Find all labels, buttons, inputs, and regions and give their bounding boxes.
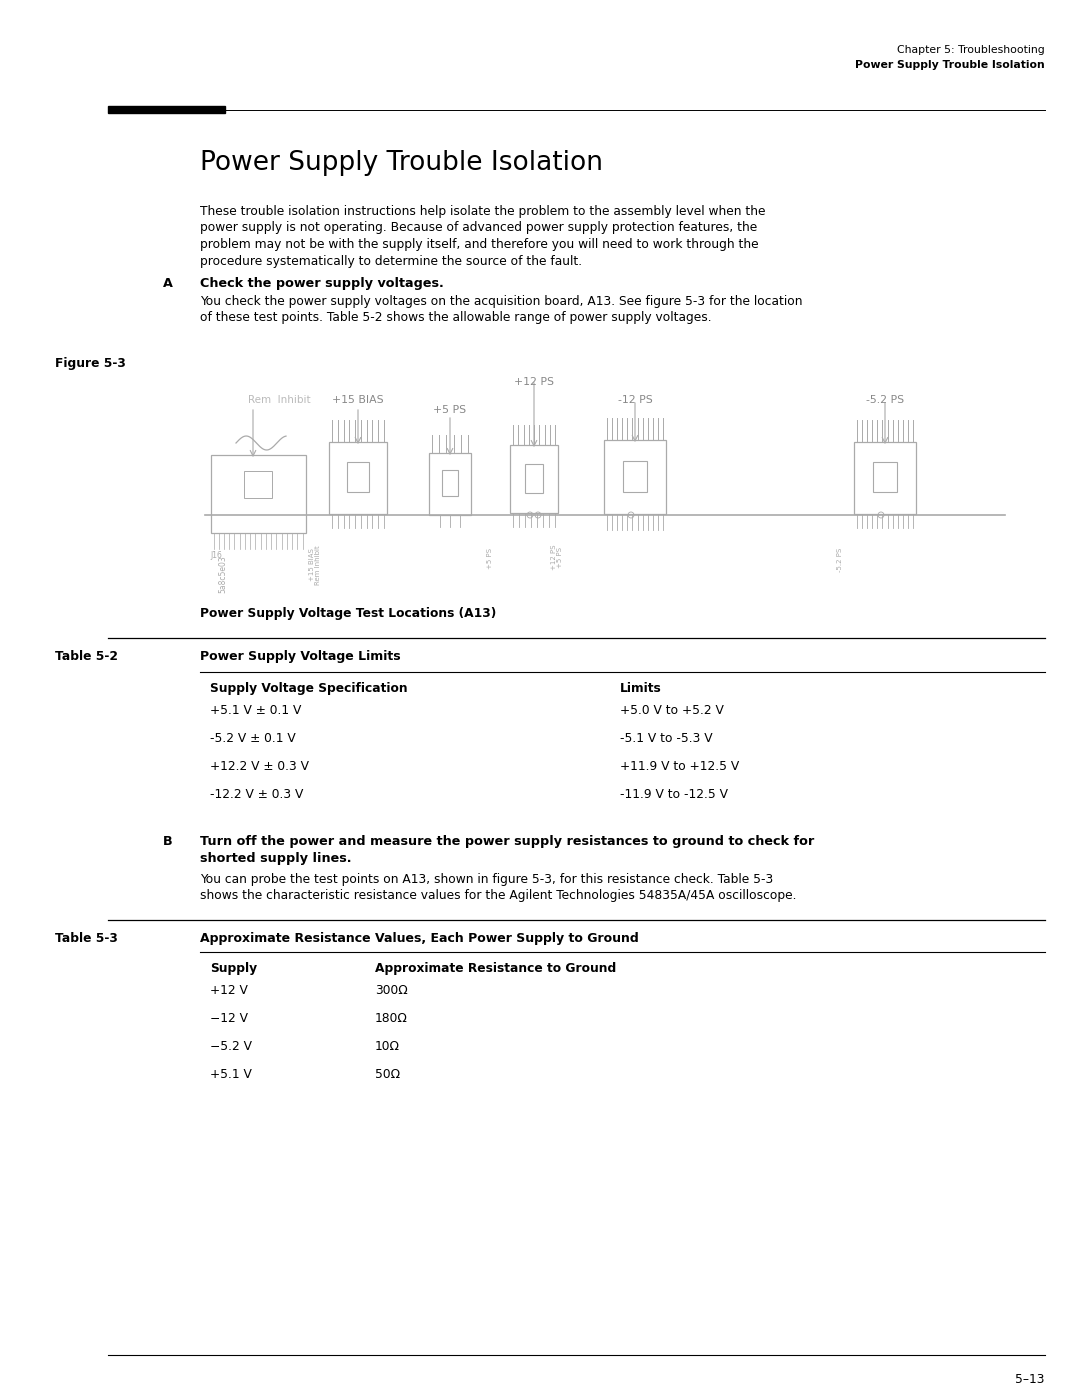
Text: problem may not be with the supply itself, and therefore you will need to work t: problem may not be with the supply itsel… bbox=[200, 237, 758, 251]
Text: Power Supply Trouble Isolation: Power Supply Trouble Isolation bbox=[855, 60, 1045, 70]
Bar bbox=[623, 461, 647, 492]
Text: power supply is not operating. Because of advanced power supply protection featu: power supply is not operating. Because o… bbox=[200, 222, 757, 235]
Text: You check the power supply voltages on the acquisition board, A13. See figure 5-: You check the power supply voltages on t… bbox=[200, 295, 802, 307]
Bar bbox=[329, 441, 387, 514]
Text: −12 V: −12 V bbox=[210, 1011, 248, 1025]
Text: +12 PS
+5 PS: +12 PS +5 PS bbox=[551, 545, 564, 570]
Text: -5.2 V ± 0.1 V: -5.2 V ± 0.1 V bbox=[210, 732, 296, 745]
Text: 180Ω: 180Ω bbox=[375, 1011, 408, 1025]
Bar bbox=[442, 471, 458, 496]
Text: You can probe the test points on A13, shown in figure 5-3, for this resistance c: You can probe the test points on A13, sh… bbox=[200, 873, 773, 886]
Text: procedure systematically to determine the source of the fault.: procedure systematically to determine th… bbox=[200, 254, 582, 267]
Text: Check the power supply voltages.: Check the power supply voltages. bbox=[200, 277, 444, 291]
Text: +12 V: +12 V bbox=[210, 983, 248, 997]
Text: Rem  Inhibit: Rem Inhibit bbox=[248, 395, 311, 405]
Text: B: B bbox=[163, 835, 173, 848]
Text: +15 BIAS
Rem Inhibit: +15 BIAS Rem Inhibit bbox=[309, 545, 322, 585]
Text: +5 PS: +5 PS bbox=[487, 548, 492, 569]
Text: Table 5-3: Table 5-3 bbox=[55, 932, 118, 944]
Bar bbox=[244, 471, 272, 497]
Bar bbox=[854, 441, 916, 514]
Text: -5.2 PS: -5.2 PS bbox=[837, 548, 843, 573]
Text: Power Supply Trouble Isolation: Power Supply Trouble Isolation bbox=[200, 149, 603, 176]
Text: Chapter 5: Troubleshooting: Chapter 5: Troubleshooting bbox=[897, 45, 1045, 54]
Text: Turn off the power and measure the power supply resistances to ground to check f: Turn off the power and measure the power… bbox=[200, 835, 814, 848]
Bar bbox=[429, 453, 471, 515]
Text: These trouble isolation instructions help isolate the problem to the assembly le: These trouble isolation instructions hel… bbox=[200, 205, 766, 218]
Text: shows the characteristic resistance values for the Agilent Technologies 54835A/4: shows the characteristic resistance valu… bbox=[200, 888, 797, 902]
Text: +5 PS: +5 PS bbox=[433, 405, 467, 415]
Bar bbox=[108, 106, 225, 113]
Text: Power Supply Voltage Limits: Power Supply Voltage Limits bbox=[200, 650, 401, 664]
Text: -5.1 V to -5.3 V: -5.1 V to -5.3 V bbox=[620, 732, 713, 745]
Text: J16: J16 bbox=[211, 550, 222, 560]
Text: +5.1 V: +5.1 V bbox=[210, 1067, 252, 1081]
Bar bbox=[604, 440, 666, 514]
Text: 50Ω: 50Ω bbox=[375, 1067, 400, 1081]
Text: Limits: Limits bbox=[620, 682, 662, 694]
Text: +12 PS: +12 PS bbox=[514, 377, 554, 387]
Text: Approximate Resistance to Ground: Approximate Resistance to Ground bbox=[375, 963, 617, 975]
Text: of these test points. Table 5-2 shows the allowable range of power supply voltag: of these test points. Table 5-2 shows th… bbox=[200, 312, 712, 324]
Text: A: A bbox=[163, 277, 173, 291]
Bar bbox=[874, 462, 896, 492]
Text: 10Ω: 10Ω bbox=[375, 1039, 400, 1053]
Text: Power Supply Voltage Test Locations (A13): Power Supply Voltage Test Locations (A13… bbox=[200, 608, 496, 620]
Text: 5a8c5e03: 5a8c5e03 bbox=[218, 555, 228, 592]
Text: Supply Voltage Specification: Supply Voltage Specification bbox=[210, 682, 407, 694]
Text: -11.9 V to -12.5 V: -11.9 V to -12.5 V bbox=[620, 788, 728, 800]
Text: Table 5-2: Table 5-2 bbox=[55, 650, 118, 664]
Bar bbox=[211, 455, 306, 534]
Bar bbox=[510, 446, 558, 513]
Text: Figure 5-3: Figure 5-3 bbox=[55, 358, 126, 370]
Text: +11.9 V to +12.5 V: +11.9 V to +12.5 V bbox=[620, 760, 739, 773]
Text: +5.1 V ± 0.1 V: +5.1 V ± 0.1 V bbox=[210, 704, 301, 717]
Text: -12 PS: -12 PS bbox=[618, 395, 652, 405]
Text: Supply: Supply bbox=[210, 963, 257, 975]
Text: shorted supply lines.: shorted supply lines. bbox=[200, 852, 351, 865]
Text: +12.2 V ± 0.3 V: +12.2 V ± 0.3 V bbox=[210, 760, 309, 773]
Text: +5.0 V to +5.2 V: +5.0 V to +5.2 V bbox=[620, 704, 724, 717]
Text: 300Ω: 300Ω bbox=[375, 983, 408, 997]
Text: Approximate Resistance Values, Each Power Supply to Ground: Approximate Resistance Values, Each Powe… bbox=[200, 932, 638, 944]
Text: 5–13: 5–13 bbox=[1015, 1373, 1045, 1386]
Text: -5.2 PS: -5.2 PS bbox=[866, 395, 904, 405]
Bar bbox=[525, 464, 543, 493]
Bar bbox=[347, 462, 369, 492]
Text: -12.2 V ± 0.3 V: -12.2 V ± 0.3 V bbox=[210, 788, 303, 800]
Text: +15 BIAS: +15 BIAS bbox=[333, 395, 383, 405]
Text: −5.2 V: −5.2 V bbox=[210, 1039, 252, 1053]
